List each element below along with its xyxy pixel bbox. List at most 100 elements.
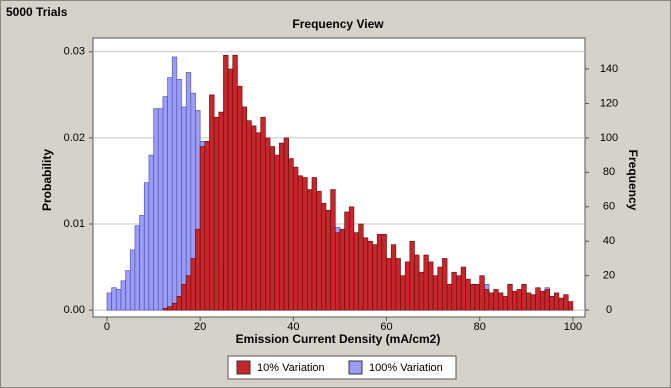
bar [525, 292, 532, 311]
bar [176, 296, 182, 311]
bar [274, 154, 280, 311]
bar [563, 294, 569, 311]
x-axis-label: Emission Current Density (mA/cm2) [236, 332, 441, 346]
bar [241, 106, 248, 311]
y2-axis-label: Frequency [626, 150, 640, 211]
bar [134, 225, 140, 311]
y2-tick-label: 140 [600, 63, 618, 75]
bar [493, 289, 499, 311]
bar [488, 292, 494, 311]
bar [432, 275, 439, 311]
bar [246, 120, 252, 311]
bar [213, 116, 220, 311]
bar [544, 289, 550, 311]
bar [446, 283, 453, 311]
bar [171, 302, 178, 311]
bar [283, 137, 289, 311]
bar [120, 280, 126, 311]
bar [512, 290, 518, 311]
bar [148, 154, 154, 311]
x-tick-label: 0 [104, 321, 110, 333]
y2-tick-label: 40 [603, 235, 615, 247]
bar [516, 289, 522, 311]
bar [232, 54, 238, 311]
bar [484, 289, 490, 311]
x-tick-label: 100 [564, 321, 582, 333]
y-axis-label: Probability [40, 149, 54, 211]
bar [162, 96, 168, 311]
x-tick-label: 80 [474, 321, 486, 333]
bar [553, 292, 560, 311]
bar [185, 72, 192, 311]
bar [451, 271, 457, 311]
x-tick-label: 20 [194, 321, 206, 333]
bar [129, 249, 136, 311]
bar [167, 306, 173, 311]
bar [358, 223, 364, 311]
bar [465, 278, 471, 311]
bar [288, 158, 294, 311]
bar [251, 125, 257, 311]
bar [386, 258, 392, 311]
bar [423, 254, 429, 311]
bar [325, 209, 331, 311]
bar [400, 275, 406, 311]
bar [227, 68, 234, 311]
bar [167, 77, 173, 311]
bar [293, 166, 299, 311]
bar [507, 283, 513, 311]
y-tick-label: 0.03 [64, 46, 85, 58]
legend-swatch [236, 360, 251, 375]
bar [176, 79, 182, 311]
bar [498, 292, 504, 311]
bar [204, 141, 210, 311]
bar [339, 228, 345, 311]
bar [539, 290, 546, 311]
bar [367, 240, 373, 311]
bar [307, 189, 313, 311]
bar [549, 296, 555, 311]
legend [227, 355, 457, 380]
bar [381, 234, 387, 311]
bar [223, 54, 229, 311]
bar [456, 275, 462, 311]
bar [311, 177, 317, 311]
bar [316, 190, 322, 311]
bar [521, 283, 527, 311]
y2-tick-label: 0 [606, 304, 612, 316]
bar [265, 137, 271, 311]
bar [376, 234, 383, 311]
bar [260, 116, 266, 311]
bar [334, 232, 341, 311]
annotation: 5000 Trials [6, 5, 68, 19]
bar [195, 228, 201, 311]
bar [115, 289, 122, 311]
bar [106, 292, 112, 311]
bar [460, 266, 467, 311]
bar [139, 215, 145, 311]
x-tick-label: 60 [380, 321, 392, 333]
y2-tick-label: 100 [600, 132, 618, 144]
bar [390, 244, 397, 311]
bar [181, 106, 187, 311]
y-tick-label: 0.02 [64, 132, 85, 144]
bar [185, 275, 192, 311]
bar [502, 296, 508, 311]
bar [111, 287, 117, 311]
y-tick-label: 0.01 [64, 218, 85, 230]
x-tick-label: 40 [287, 321, 299, 333]
bar [269, 146, 276, 311]
bar [209, 94, 215, 311]
bar [162, 308, 168, 311]
bar [530, 294, 536, 311]
y2-tick-label: 20 [603, 270, 615, 282]
bar [320, 203, 327, 311]
bar [404, 261, 411, 311]
bar [437, 266, 443, 311]
bar [344, 211, 350, 311]
bar [125, 270, 131, 311]
bar [353, 232, 359, 311]
bar [372, 244, 378, 311]
bar [442, 258, 448, 311]
bar [157, 108, 164, 311]
